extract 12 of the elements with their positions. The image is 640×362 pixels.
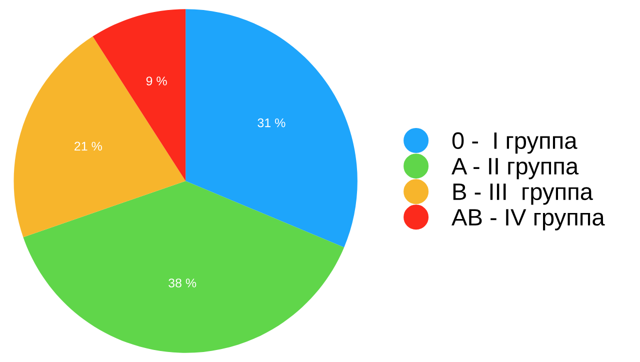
data-label: 21 %: [74, 142, 102, 151]
legend-label: 0 - I группа: [452, 132, 578, 154]
data-label: 38 %: [168, 278, 196, 288]
pie-slice: [186, 9, 358, 248]
legend-label: A - II группа: [452, 158, 579, 180]
data-label: 31 %: [258, 118, 286, 128]
pie-slice: [92, 9, 186, 181]
pie-slice: [14, 36, 186, 238]
legend-label: B - III группа: [453, 184, 593, 205]
pie-slice: [23, 181, 344, 353]
data-label: 9 %: [146, 76, 167, 86]
legend-label: AB - IV группа: [452, 209, 605, 230]
